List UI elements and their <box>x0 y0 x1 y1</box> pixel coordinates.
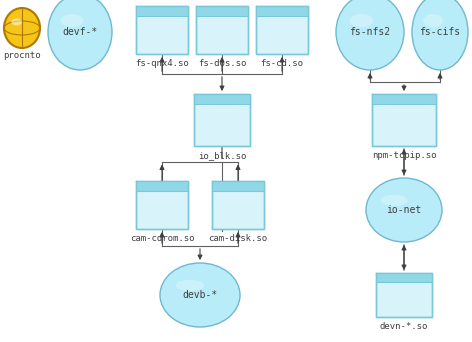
Text: procnto: procnto <box>3 51 41 60</box>
Bar <box>136 6 188 54</box>
Bar <box>372 94 436 146</box>
Bar <box>256 6 308 54</box>
Ellipse shape <box>350 14 373 27</box>
Bar <box>194 94 250 104</box>
Bar <box>196 6 248 54</box>
Bar <box>212 181 264 229</box>
Bar <box>372 94 436 104</box>
Bar <box>136 181 188 229</box>
Bar <box>212 181 264 190</box>
Bar <box>194 94 250 146</box>
Text: devf-*: devf-* <box>62 27 98 37</box>
Ellipse shape <box>336 0 404 70</box>
Bar <box>136 6 188 16</box>
Text: fs-cd.so: fs-cd.so <box>261 59 303 68</box>
Ellipse shape <box>381 195 408 206</box>
Text: fs-nfs2: fs-nfs2 <box>349 27 390 37</box>
Text: npm-tcpip.so: npm-tcpip.so <box>372 151 436 160</box>
Text: devn-*.so: devn-*.so <box>380 322 428 331</box>
Text: fs-dos.so: fs-dos.so <box>198 59 246 68</box>
Bar <box>376 273 432 282</box>
Ellipse shape <box>366 178 442 242</box>
Ellipse shape <box>11 18 22 26</box>
Text: cam-cdrom.so: cam-cdrom.so <box>130 234 194 243</box>
Text: fs-cifs: fs-cifs <box>420 27 461 37</box>
Ellipse shape <box>160 263 240 327</box>
Bar <box>376 273 432 317</box>
Bar <box>196 6 248 16</box>
Ellipse shape <box>4 8 40 48</box>
Text: io_blk.so: io_blk.so <box>198 151 246 160</box>
Text: fs-qnx4.so: fs-qnx4.so <box>135 59 189 68</box>
Ellipse shape <box>61 14 83 27</box>
Text: devb-*: devb-* <box>182 290 218 300</box>
Text: cam-disk.so: cam-disk.so <box>209 234 268 243</box>
Ellipse shape <box>48 0 112 70</box>
Bar <box>256 6 308 16</box>
Bar <box>136 181 188 190</box>
Ellipse shape <box>423 14 443 27</box>
Text: io-net: io-net <box>387 205 421 215</box>
Ellipse shape <box>412 0 468 70</box>
Ellipse shape <box>176 280 204 291</box>
